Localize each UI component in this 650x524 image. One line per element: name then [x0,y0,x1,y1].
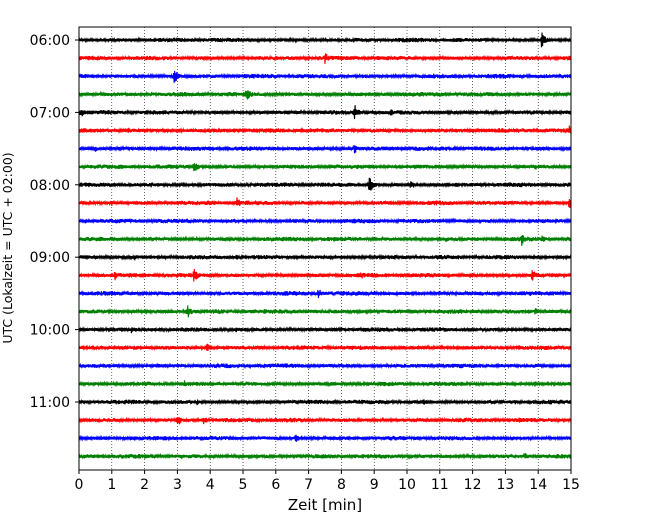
x-tick-label: 7 [304,477,313,493]
trace-line [78,90,572,100]
x-tick-label: 14 [529,477,547,493]
trace-line [78,434,572,442]
trace-line [78,53,572,64]
x-tick-label: 3 [173,477,182,493]
y-tick-label: 06:00 [30,33,70,49]
trace-line [78,289,572,299]
trace-line [78,144,572,154]
x-tick-label: 15 [562,477,580,493]
x-tick-label: 2 [140,477,149,493]
y-tick-label: 11:00 [30,395,70,411]
y-tick-label: 10:00 [30,323,70,339]
trace-line [78,70,572,83]
y-axis-label: UTC (Lokalzeit = UTC + 02:00) [0,152,15,343]
trace-line [78,217,572,225]
x-tick-label: 4 [206,477,215,493]
y-tick-label: 08:00 [30,178,70,194]
x-tick-label: 5 [239,477,248,493]
trace-line [78,32,572,48]
plot-frame [78,26,572,471]
trace-line [78,125,572,135]
trace-line [78,269,572,282]
trace-line [78,305,572,318]
y-tick-layer: 06:00 07:00 08:00 09:00 10:00 11:00 [30,33,79,411]
trace-line [78,326,572,334]
x-tick-label: 9 [370,477,379,493]
trace-line [78,362,572,370]
trace-line [78,163,572,172]
trace-line [78,177,572,191]
trace-layer [78,32,572,460]
x-tick-label: 6 [271,477,280,493]
trace-line [78,452,572,460]
x-tick-label: 0 [75,477,84,493]
trace-line [78,105,572,120]
x-tick-label: 8 [337,477,346,493]
x-axis-label: Zeit [min] [288,496,362,514]
x-tick-layer: 0 1 2 3 4 5 6 7 8 9 10 11 12 13 14 15 [75,470,580,493]
x-tick-label: 1 [107,477,116,493]
x-tick-label: 13 [496,477,514,493]
trace-line [78,398,572,406]
y-tick-label: 07:00 [30,105,70,121]
trace-line [78,416,572,425]
x-tick-label: 11 [431,477,449,493]
trace-line [78,235,572,247]
trace-line [78,380,572,388]
grid-layer [111,27,539,470]
trace-line [78,343,572,352]
y-tick-label: 09:00 [30,250,70,266]
x-tick-label: 10 [398,477,416,493]
trace-line [78,197,572,208]
trace-line [78,253,572,261]
x-tick-label: 12 [464,477,482,493]
